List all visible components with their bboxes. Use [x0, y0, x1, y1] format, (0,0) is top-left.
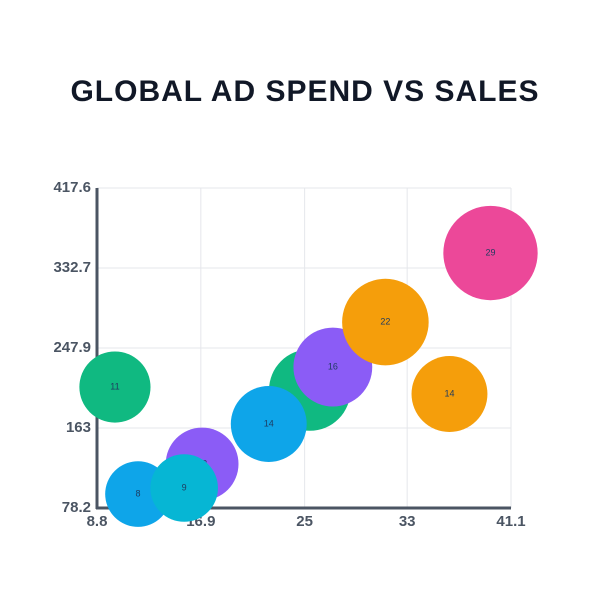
x-tick-label: 8.8: [87, 513, 108, 530]
bubble: [150, 454, 218, 522]
bubble-label: 29: [485, 247, 495, 257]
bubble-label: 16: [328, 361, 338, 371]
y-tick-label: 332.7: [53, 259, 91, 276]
bubble: [342, 278, 429, 366]
y-tick-label: 78.2: [62, 499, 91, 516]
chart-title: GLOBAL AD SPEND VS SALES: [70, 75, 539, 108]
x-tick-label: 33: [399, 513, 416, 530]
bubble-label: 22: [380, 316, 390, 326]
y-tick-label: 247.9: [53, 339, 91, 356]
bubble-label: 11: [110, 381, 119, 391]
bubble: [79, 351, 151, 423]
bubble-label: 14: [444, 388, 454, 398]
x-tick-label: 25: [296, 513, 313, 530]
x-tick-label: 41.1: [496, 513, 525, 530]
bubble-label: 8: [136, 488, 141, 498]
bubble: [411, 356, 488, 432]
y-tick-label: 417.6: [53, 179, 91, 196]
bubble: [230, 386, 307, 462]
bubble-label: 9: [182, 482, 187, 492]
y-tick-label: 163: [66, 419, 91, 436]
bubble-label: 14: [264, 418, 274, 428]
bubble: [443, 205, 538, 301]
